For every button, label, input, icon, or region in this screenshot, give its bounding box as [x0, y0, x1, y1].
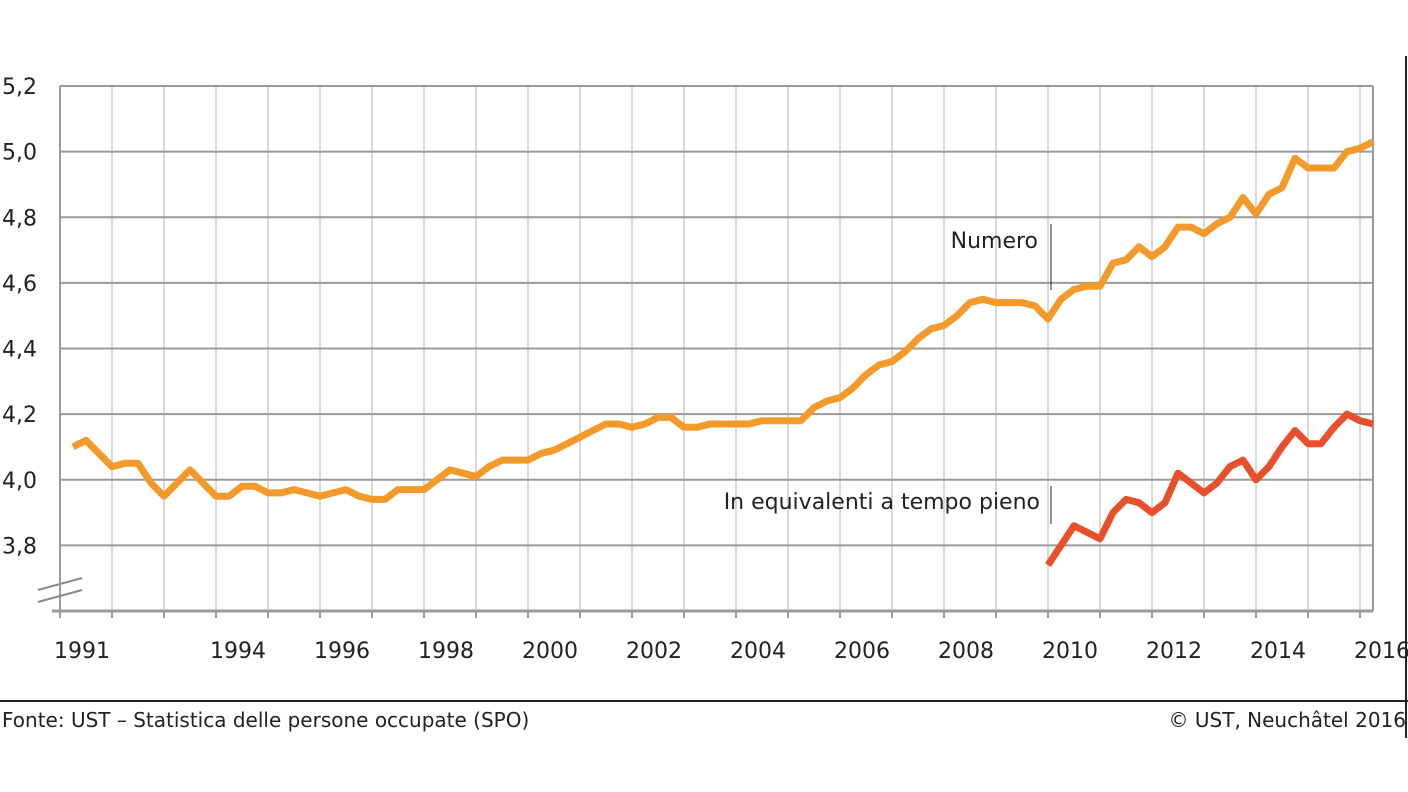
copyright-note: © UST, Neuchâtel 2016: [1168, 708, 1406, 732]
source-note: Fonte: UST – Statistica delle persone oc…: [2, 708, 530, 732]
x-tick-label: 1991: [54, 639, 110, 664]
x-tick-label: 2012: [1146, 639, 1202, 664]
x-tick-label: 1996: [314, 639, 370, 664]
series-line-1: [1045, 410, 1374, 568]
x-tick-label: 2016: [1354, 639, 1408, 664]
y-tick-label: 3,8: [2, 534, 37, 559]
annotation-fte: In equivalenti a tempo pieno: [724, 490, 1040, 515]
y-tick-label: 4,0: [2, 469, 37, 494]
x-tick-label: 2010: [1042, 639, 1098, 664]
axis-break-line: [37, 589, 83, 603]
x-tick-label: 2004: [730, 639, 786, 664]
x-axis-ticks: [59, 611, 1361, 618]
x-axis-tick-labels: 1991 1994 1996 1998 2000 2002 2004 2006 2008 2010…: [54, 639, 1408, 664]
series-annotations: Numero In equivalenti a tempo pieno: [724, 224, 1052, 524]
y-axis-tick-labels: 3,8 4,0 4,2 4,4 4,6 4,8 5,0 5,2: [2, 75, 37, 559]
x-tick-label: 2006: [834, 639, 890, 664]
axis-break-mark: [37, 577, 83, 603]
y-tick-label: 4,8: [2, 206, 37, 231]
y-tick-label: 4,2: [2, 403, 37, 428]
x-tick-label: 2000: [522, 639, 578, 664]
x-tick-label: 1998: [418, 639, 474, 664]
x-tick-label: 2002: [626, 639, 682, 664]
y-tick-label: 5,2: [2, 75, 37, 100]
annotation-numero: Numero: [951, 229, 1038, 254]
series-lines: [71, 138, 1375, 568]
x-tick-label: 1994: [210, 639, 266, 664]
axis-break-line: [37, 577, 83, 591]
y-tick-label: 5,0: [2, 141, 37, 166]
y-tick-label: 4,6: [2, 272, 37, 297]
y-tick-label: 4,4: [2, 338, 37, 363]
horizontal-gridlines: [60, 85, 1373, 547]
x-tick-label: 2014: [1250, 639, 1306, 664]
x-tick-label: 2008: [938, 639, 994, 664]
